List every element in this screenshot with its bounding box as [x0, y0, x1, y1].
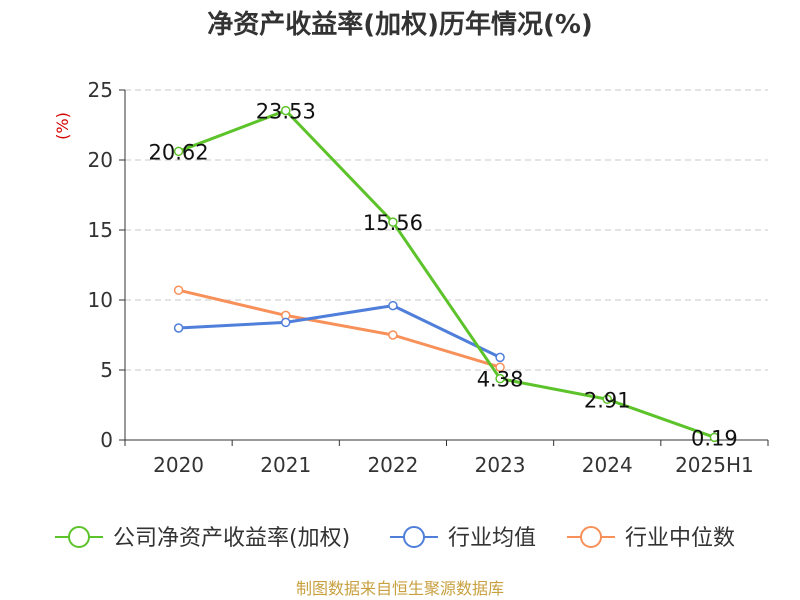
y-tick-labels: 0 5 10 15 20 25 — [88, 78, 113, 452]
x-tick-label: 2025H1 — [675, 453, 754, 477]
data-point — [281, 105, 291, 116]
y-tick-label: 25 — [88, 78, 113, 102]
legend-marker — [403, 526, 425, 548]
y-tick-label: 20 — [88, 148, 113, 172]
x-tick-label: 2023 — [475, 453, 526, 477]
series-line-1 — [178, 304, 501, 359]
data-point — [495, 362, 505, 372]
data-label: 20.62 — [149, 140, 209, 164]
data-point — [709, 432, 720, 443]
y-axis-label: (%) — [53, 112, 72, 140]
legend-label: 行业中位数 — [625, 526, 735, 551]
x-tick-label: 2024 — [582, 453, 633, 477]
data-point — [173, 285, 184, 295]
data-label: 15.56 — [363, 211, 423, 235]
data-label: 0.19 — [691, 426, 738, 450]
series-line-2 — [178, 288, 501, 369]
x-tick-label: 2021 — [260, 453, 311, 477]
x-tick-label: 2022 — [367, 453, 418, 477]
data-labels: 20.62 23.53 15.56 4.38 2.91 0.19 — [149, 100, 738, 451]
data-label: 4.38 — [477, 368, 524, 392]
y-tick-label: 5 — [100, 358, 113, 382]
data-point — [602, 394, 612, 405]
x-tick-label: 2020 — [153, 453, 204, 477]
data-point — [388, 330, 398, 340]
series-line-0 — [178, 109, 715, 439]
data-point — [495, 373, 505, 384]
x-tick-labels: 2020 2021 2022 2023 2024 2025H1 — [153, 453, 754, 477]
data-point — [388, 300, 398, 311]
axes — [119, 89, 769, 446]
data-point — [173, 146, 184, 157]
y-tick-label: 0 — [100, 428, 113, 452]
data-point — [173, 323, 184, 333]
y-tick-label: 10 — [88, 288, 113, 312]
legend-marker — [580, 526, 602, 548]
data-point — [495, 352, 505, 363]
source-note: 制图数据来自恒生聚源数据库 — [296, 579, 504, 598]
data-label: 2.91 — [584, 388, 631, 412]
legend: 公司净资产收益率(加权) 行业均值 行业中位数 — [55, 526, 735, 551]
grid-lines — [125, 89, 768, 371]
series-lines — [173, 105, 720, 443]
legend-label: 公司净资产收益率(加权) — [113, 526, 350, 551]
chart-title: 净资产收益率(加权)历年情况(%) — [207, 9, 593, 40]
data-point — [281, 317, 291, 328]
legend-marker — [68, 526, 90, 548]
data-label: 23.53 — [256, 100, 316, 124]
y-tick-label: 15 — [88, 218, 113, 242]
data-point — [388, 217, 398, 227]
legend-label: 行业均值 — [448, 526, 536, 551]
